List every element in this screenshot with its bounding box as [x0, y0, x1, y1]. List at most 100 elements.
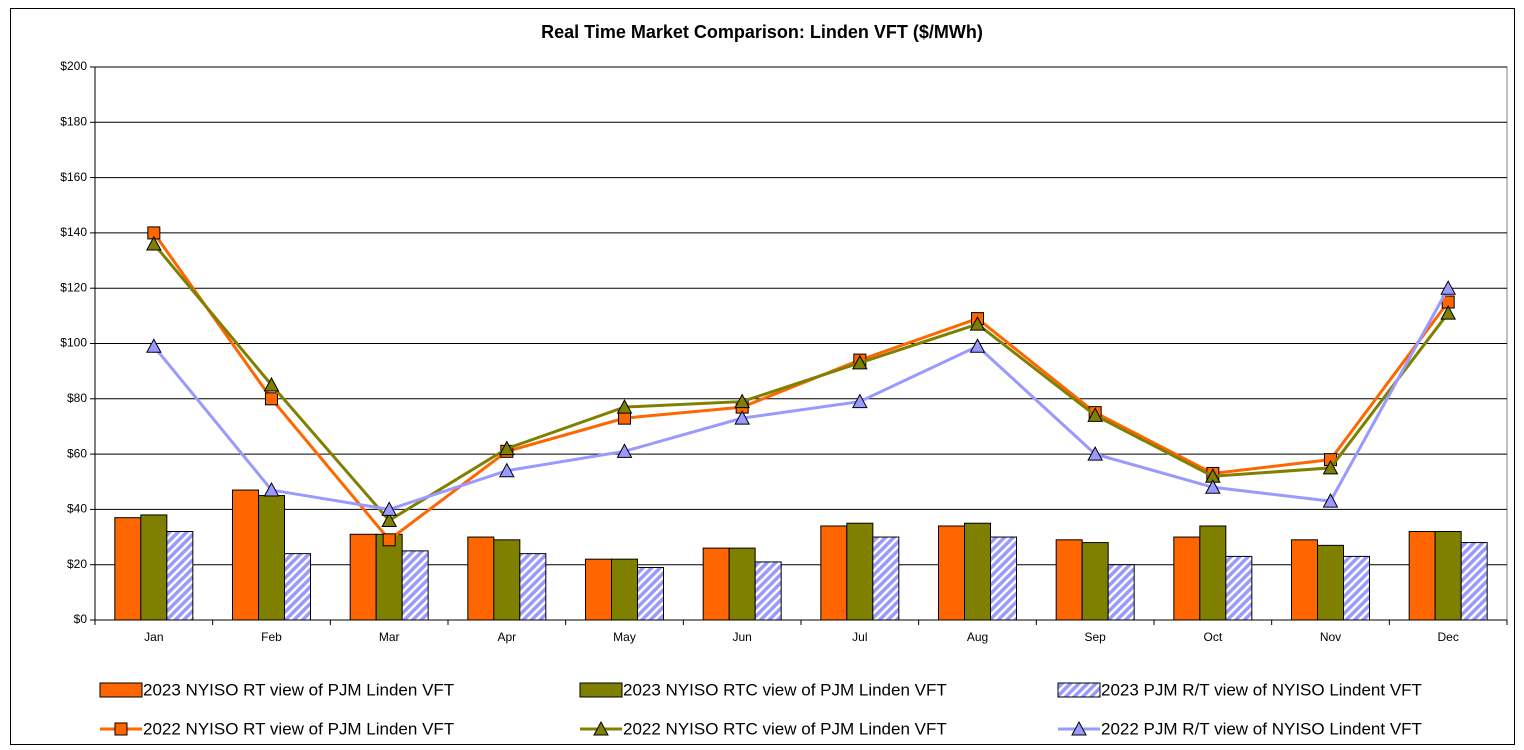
bar	[990, 536, 1017, 621]
bar	[728, 547, 756, 621]
bar	[140, 514, 168, 621]
bar	[1199, 525, 1227, 621]
line-marker	[145, 338, 162, 353]
bar	[964, 522, 991, 621]
x-tick-label: Jul	[852, 630, 867, 644]
bar	[1055, 539, 1083, 621]
x-tick-label: Jun	[732, 630, 751, 644]
line-marker	[498, 462, 515, 478]
legend-marker	[114, 722, 128, 736]
bar	[1173, 536, 1201, 621]
line-marker	[1204, 479, 1221, 494]
bar	[1081, 542, 1109, 621]
bar	[284, 553, 311, 621]
y-tick-label: $140	[60, 225, 87, 239]
x-tick-label: Nov	[1320, 630, 1341, 644]
legend-label: 2022 NYISO RT view of PJM Linden VFT	[143, 719, 454, 738]
bar	[702, 547, 730, 621]
line-marker	[145, 235, 162, 251]
bar	[872, 536, 900, 621]
bar	[349, 533, 377, 621]
line-marker	[969, 338, 986, 353]
line-marker	[1087, 407, 1104, 422]
legend-label: 2023 PJM R/T view of NYISO Lindent VFT	[1101, 680, 1422, 699]
chart-title: Real Time Market Comparison: Linden VFT …	[541, 22, 983, 42]
line-marker	[382, 533, 396, 547]
bar	[114, 517, 142, 621]
line-marker	[969, 316, 986, 331]
y-tick-label: $60	[67, 446, 87, 460]
bar	[754, 561, 782, 621]
bar	[519, 553, 547, 621]
y-tick-label: $100	[60, 336, 87, 350]
line-marker	[1440, 305, 1457, 320]
y-tick-label: $160	[60, 170, 87, 184]
bar	[375, 533, 403, 621]
legend-swatch	[579, 682, 623, 698]
bar	[467, 536, 495, 621]
bar	[232, 489, 259, 621]
bar	[1408, 531, 1436, 621]
line-marker	[1440, 280, 1457, 295]
bar	[1225, 555, 1253, 621]
x-tick-label: Mar	[379, 630, 400, 644]
legend-label: 2023 NYISO RT view of PJM Linden VFT	[143, 680, 454, 699]
line	[152, 242, 1450, 523]
y-tick-label: $40	[67, 502, 87, 516]
line-marker	[616, 443, 633, 458]
x-tick-label: May	[613, 630, 636, 644]
x-tick-label: Dec	[1437, 630, 1458, 644]
bar	[1460, 542, 1488, 621]
y-tick-label: $180	[60, 114, 87, 128]
line-marker	[1087, 446, 1104, 461]
bar	[611, 558, 638, 621]
legend-label: 2022 PJM R/T view of NYISO Lindent VFT	[1101, 719, 1422, 738]
y-tick-label: $120	[60, 280, 87, 294]
x-tick-label: Feb	[261, 630, 282, 644]
y-tick-label: $200	[60, 59, 87, 73]
bar	[493, 539, 521, 621]
x-tick-label: Aug	[967, 630, 988, 644]
line-marker	[1322, 459, 1339, 475]
line-marker	[381, 501, 398, 516]
x-tick-label: Apr	[497, 630, 516, 644]
line-marker	[381, 512, 398, 527]
line-marker	[1322, 493, 1339, 508]
line-marker	[498, 440, 515, 456]
legend-swatch	[99, 682, 143, 698]
legend-swatch	[1057, 682, 1101, 698]
bar	[820, 525, 848, 621]
line-marker	[618, 411, 631, 425]
bar	[585, 558, 612, 621]
bar	[1434, 531, 1462, 621]
line-marker	[263, 376, 280, 392]
legend-label: 2023 NYISO RTC view of PJM Linden VFT	[623, 680, 947, 699]
bar	[1343, 555, 1370, 621]
bar	[1291, 539, 1318, 621]
line-marker	[851, 393, 868, 409]
legend-label: 2022 NYISO RTC view of PJM Linden VFT	[623, 719, 947, 738]
x-tick-label: Oct	[1203, 630, 1222, 644]
y-tick-label: $0	[74, 612, 88, 626]
legend-marker	[1071, 720, 1087, 736]
bar	[938, 525, 965, 621]
bar	[401, 550, 429, 621]
bar	[166, 531, 194, 621]
bar	[1107, 564, 1135, 621]
line-marker	[734, 393, 751, 409]
y-tick-label: $80	[67, 391, 87, 405]
bar	[846, 522, 874, 621]
y-tick-label: $20	[67, 557, 87, 571]
bar	[637, 566, 664, 621]
bar	[1317, 544, 1344, 621]
line-marker	[851, 354, 868, 370]
x-tick-label: Sep	[1084, 630, 1106, 644]
bar	[258, 495, 285, 621]
line-marker	[265, 392, 278, 406]
line-marker	[616, 399, 633, 414]
line-marker	[263, 481, 280, 497]
legend-marker	[593, 720, 609, 736]
x-tick-label: Jan	[144, 630, 163, 644]
line	[152, 287, 1450, 511]
